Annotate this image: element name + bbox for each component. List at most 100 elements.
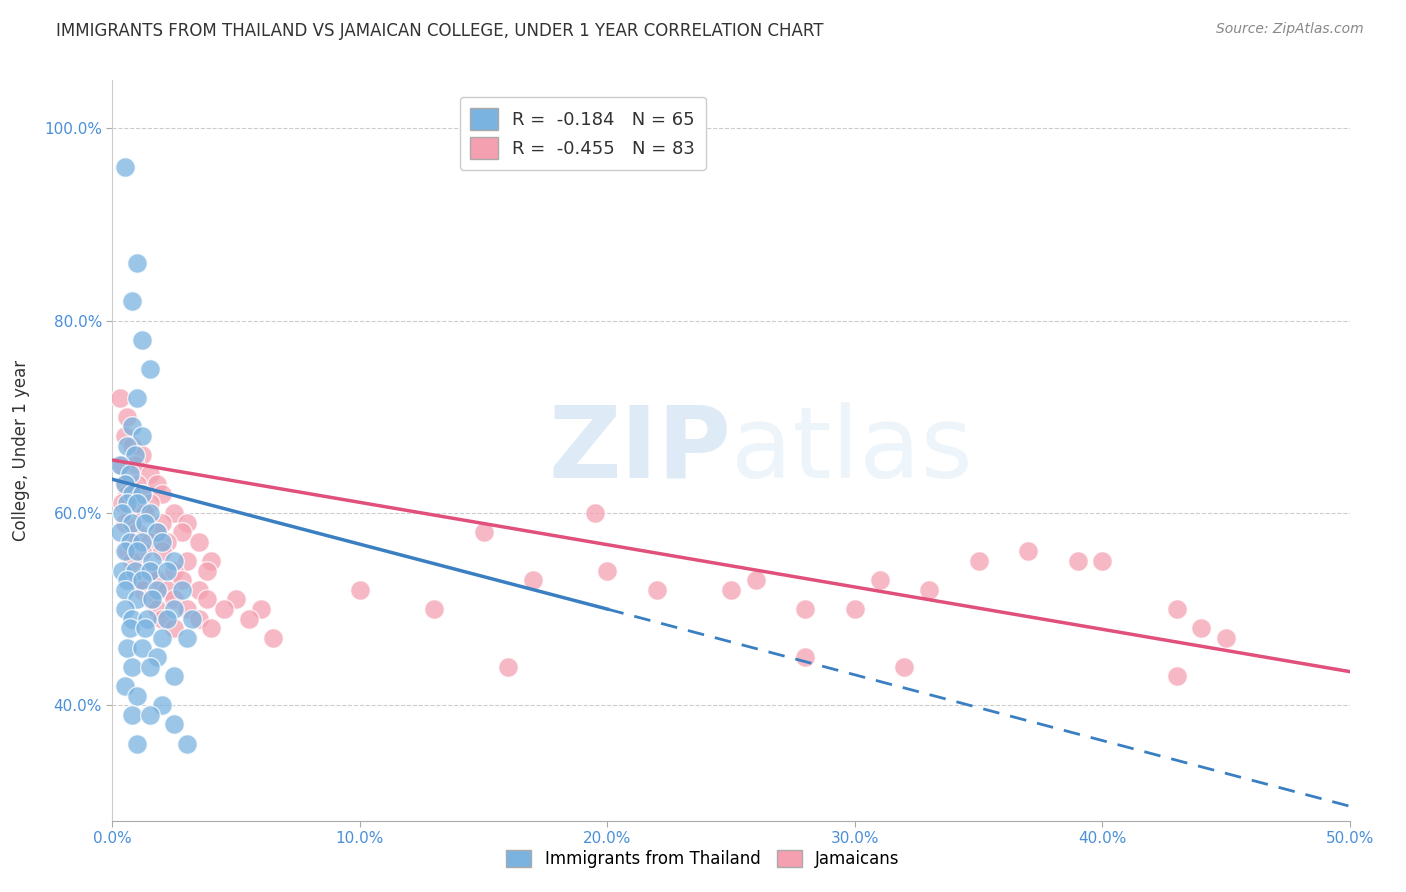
Point bbox=[121, 534, 143, 549]
Legend: R =  -0.184   N = 65, R =  -0.455   N = 83: R = -0.184 N = 65, R = -0.455 N = 83 bbox=[460, 96, 706, 169]
Point bbox=[138, 592, 160, 607]
Point bbox=[583, 506, 606, 520]
Point bbox=[163, 564, 186, 578]
Point bbox=[163, 602, 186, 616]
Point bbox=[423, 602, 446, 616]
Point bbox=[163, 669, 186, 683]
Text: IMMIGRANTS FROM THAILAND VS JAMAICAN COLLEGE, UNDER 1 YEAR CORRELATION CHART: IMMIGRANTS FROM THAILAND VS JAMAICAN COL… bbox=[56, 22, 824, 40]
Point bbox=[121, 294, 143, 309]
Point bbox=[127, 525, 149, 540]
Point bbox=[150, 612, 173, 626]
Point bbox=[124, 448, 146, 462]
Point bbox=[117, 439, 139, 453]
Point bbox=[146, 477, 169, 491]
Point bbox=[111, 506, 134, 520]
Point bbox=[138, 361, 160, 376]
Point bbox=[121, 612, 143, 626]
Point bbox=[134, 506, 156, 520]
Point bbox=[131, 429, 153, 443]
Point bbox=[138, 467, 160, 482]
Point bbox=[127, 574, 149, 588]
Point bbox=[114, 477, 136, 491]
Point bbox=[124, 564, 146, 578]
Point bbox=[163, 506, 186, 520]
Point bbox=[176, 602, 198, 616]
Point bbox=[146, 650, 169, 665]
Point bbox=[250, 602, 273, 616]
Point bbox=[127, 477, 149, 491]
Point bbox=[146, 525, 169, 540]
Point bbox=[118, 534, 141, 549]
Point bbox=[117, 544, 139, 558]
Point bbox=[117, 487, 139, 501]
Point bbox=[131, 582, 153, 597]
Point bbox=[127, 256, 149, 270]
Point bbox=[138, 506, 160, 520]
Point bbox=[138, 534, 160, 549]
Text: Source: ZipAtlas.com: Source: ZipAtlas.com bbox=[1216, 22, 1364, 37]
Point bbox=[163, 717, 186, 731]
Point bbox=[108, 525, 131, 540]
Point bbox=[188, 534, 211, 549]
Point bbox=[131, 640, 153, 655]
Point bbox=[117, 496, 139, 510]
Point bbox=[238, 612, 260, 626]
Point bbox=[127, 592, 149, 607]
Point bbox=[200, 554, 222, 568]
Point bbox=[127, 737, 149, 751]
Point bbox=[869, 574, 891, 588]
Point bbox=[200, 621, 222, 635]
Legend: Immigrants from Thailand, Jamaicans: Immigrants from Thailand, Jamaicans bbox=[499, 843, 907, 875]
Point bbox=[138, 564, 160, 578]
Point bbox=[111, 564, 134, 578]
Point bbox=[893, 660, 915, 674]
Point bbox=[118, 506, 141, 520]
Point bbox=[108, 391, 131, 405]
Point bbox=[117, 640, 139, 655]
Point bbox=[146, 574, 169, 588]
Point bbox=[472, 525, 495, 540]
Point bbox=[195, 592, 218, 607]
Text: atlas: atlas bbox=[731, 402, 973, 499]
Point bbox=[111, 458, 134, 472]
Point bbox=[124, 458, 146, 472]
Point bbox=[121, 516, 143, 530]
Point bbox=[146, 525, 169, 540]
Point bbox=[134, 621, 156, 635]
Point bbox=[163, 592, 186, 607]
Point bbox=[131, 487, 153, 501]
Point bbox=[1017, 544, 1039, 558]
Point bbox=[176, 631, 198, 645]
Point bbox=[141, 554, 163, 568]
Point bbox=[127, 544, 149, 558]
Point bbox=[645, 582, 668, 597]
Point bbox=[127, 391, 149, 405]
Point bbox=[170, 582, 193, 597]
Point bbox=[170, 525, 193, 540]
Point bbox=[127, 689, 149, 703]
Point bbox=[522, 574, 544, 588]
Point bbox=[1091, 554, 1114, 568]
Point bbox=[163, 621, 186, 635]
Point bbox=[114, 429, 136, 443]
Point bbox=[156, 612, 179, 626]
Point bbox=[127, 496, 149, 510]
Point bbox=[150, 631, 173, 645]
Point bbox=[121, 487, 143, 501]
Point bbox=[176, 554, 198, 568]
Point bbox=[146, 602, 169, 616]
Point bbox=[212, 602, 235, 616]
Point bbox=[150, 544, 173, 558]
Point bbox=[150, 698, 173, 713]
Point bbox=[108, 458, 131, 472]
Point bbox=[114, 679, 136, 693]
Point bbox=[121, 419, 143, 434]
Point bbox=[150, 534, 173, 549]
Point bbox=[118, 621, 141, 635]
Point bbox=[498, 660, 520, 674]
Point bbox=[131, 333, 153, 347]
Point bbox=[156, 582, 179, 597]
Point bbox=[114, 477, 136, 491]
Point bbox=[180, 612, 202, 626]
Point bbox=[121, 554, 143, 568]
